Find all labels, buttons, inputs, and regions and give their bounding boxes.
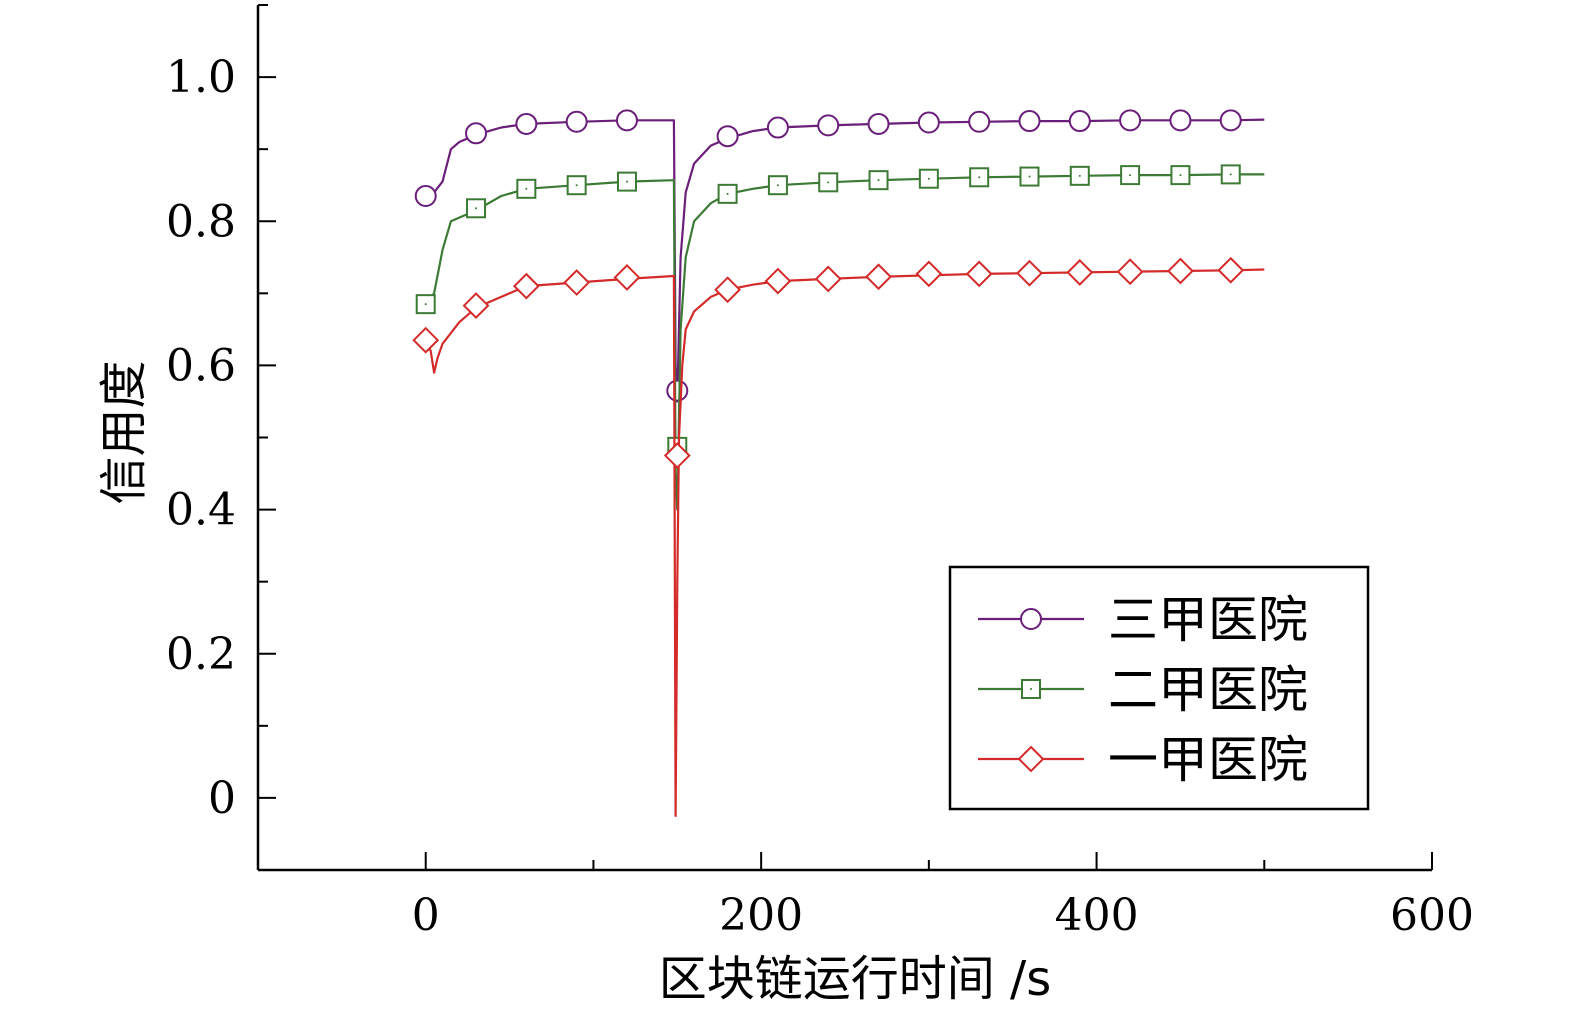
- x-tick-label: 400: [1055, 890, 1139, 941]
- data-point-dot: [575, 184, 578, 187]
- axes: 0 0.2 0.4 0.6 0.8 1.0 0 200 400 600: [166, 4, 1474, 941]
- legend-label: 三甲医院: [1108, 591, 1308, 649]
- y-tick-label: 1.0: [166, 52, 236, 103]
- data-point: [414, 185, 437, 208]
- x-axis-title: 区块链运行时间 /s: [659, 951, 1051, 1007]
- data-point: [613, 264, 641, 291]
- legend-marker: [1020, 608, 1042, 630]
- data-point: [1068, 110, 1091, 133]
- data-point-dot: [978, 176, 981, 179]
- series-circle: [414, 109, 1265, 403]
- series-square: [415, 164, 1265, 511]
- series-line: [424, 173, 1265, 511]
- data-point: [865, 263, 892, 291]
- y-tick-label: 0.2: [166, 629, 236, 680]
- data-point: [867, 112, 890, 135]
- data-point-dot: [525, 187, 528, 190]
- x-tick-label: 200: [719, 890, 803, 941]
- data-point: [465, 122, 488, 145]
- data-point: [412, 326, 440, 354]
- data-point: [1018, 110, 1041, 133]
- data-point-dot: [877, 179, 880, 182]
- x-tick-label: 600: [1390, 890, 1474, 941]
- data-point-dot: [1229, 173, 1232, 176]
- series-line: [424, 268, 1265, 818]
- legend-marker-dot: [1030, 688, 1032, 690]
- data-point-dot: [776, 184, 779, 187]
- y-tick-label: 0: [208, 773, 236, 824]
- data-point: [663, 442, 691, 469]
- data-point: [1116, 258, 1144, 286]
- legend-marker: [1017, 745, 1045, 773]
- data-point-dot: [625, 180, 628, 183]
- data-point: [1217, 256, 1245, 284]
- data-point-dot: [1179, 174, 1182, 177]
- data-point: [512, 272, 540, 300]
- data-point: [563, 269, 591, 296]
- data-point: [1016, 259, 1043, 287]
- data-point: [766, 116, 789, 139]
- data-point: [462, 292, 490, 320]
- data-point: [666, 379, 689, 402]
- data-point: [917, 111, 940, 134]
- data-point: [915, 260, 943, 288]
- data-point-dot: [1028, 175, 1031, 178]
- data-point: [817, 114, 840, 137]
- data-point: [716, 125, 739, 148]
- data-point-dot: [827, 181, 830, 184]
- data-point-dot: [1129, 174, 1132, 177]
- data-point: [1119, 109, 1142, 132]
- data-point: [814, 265, 842, 293]
- data-point: [1066, 259, 1094, 286]
- data-point: [565, 110, 588, 133]
- series-diamond: [412, 256, 1265, 818]
- y-tick-label: 0.4: [166, 485, 236, 536]
- data-point: [1169, 109, 1192, 132]
- data-point-dot: [475, 207, 478, 210]
- data-point: [965, 260, 993, 288]
- data-point: [968, 110, 991, 133]
- y-tick-label: 0.6: [166, 340, 236, 391]
- data-point: [1167, 257, 1194, 285]
- data-point-dot: [927, 177, 930, 180]
- data-point: [714, 276, 742, 304]
- series-line: [425, 118, 1265, 403]
- series-layer: [412, 109, 1265, 818]
- data-point-dot: [726, 192, 729, 195]
- data-point: [1219, 109, 1242, 132]
- x-tick-label: 0: [412, 890, 440, 941]
- data-point-dot: [1078, 174, 1081, 177]
- y-tick-label: 0.8: [166, 196, 236, 247]
- y-axis-title: 信用度: [96, 360, 152, 504]
- legend-label: 二甲医院: [1108, 661, 1308, 719]
- data-point: [615, 109, 638, 132]
- legend-label: 一甲医院: [1108, 731, 1308, 789]
- data-point-dot: [424, 303, 427, 306]
- data-point: [764, 267, 792, 295]
- data-point: [515, 112, 538, 135]
